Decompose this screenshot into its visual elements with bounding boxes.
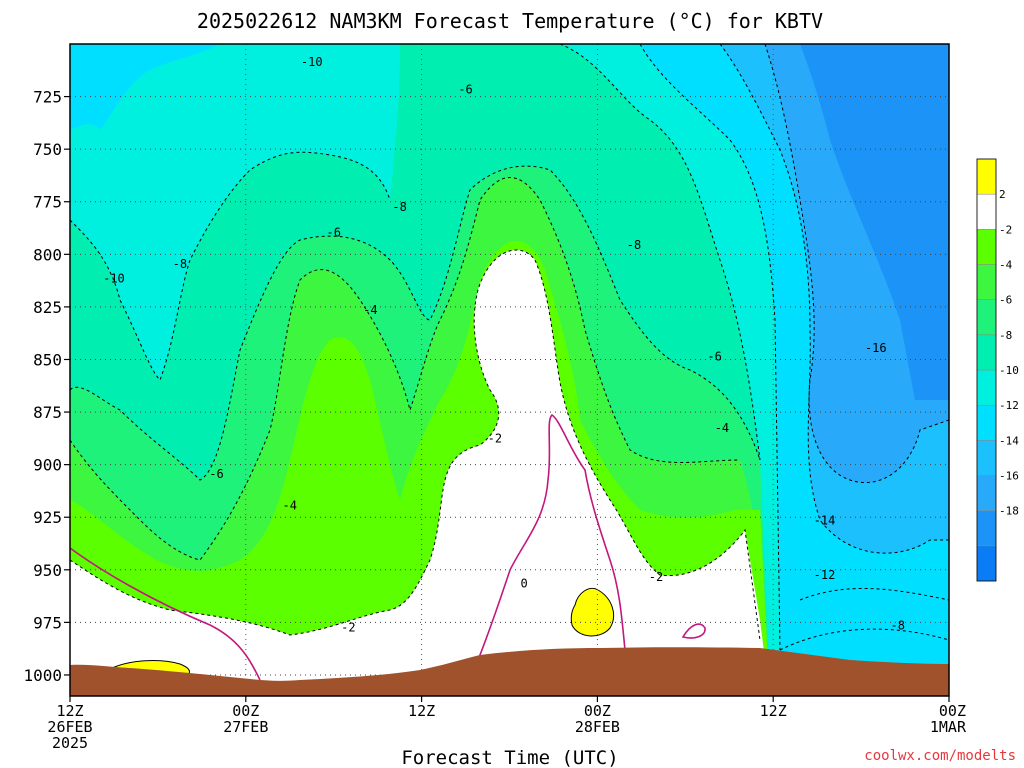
watermark: coolwx.com/modelts bbox=[864, 748, 1016, 764]
isotherm-label: -14 bbox=[814, 513, 836, 527]
y-tick-label: 975 bbox=[33, 613, 62, 632]
legend-label: -14 bbox=[999, 434, 1019, 447]
isotherm-label: -6 bbox=[707, 349, 721, 363]
field-region-minus12-left bbox=[70, 44, 220, 130]
legend-label: -6 bbox=[999, 294, 1012, 307]
field-region-near-zero bbox=[70, 250, 770, 696]
isotherm-label: -10 bbox=[103, 272, 125, 286]
terrain-ground bbox=[70, 647, 949, 696]
field-region-above-2-center bbox=[570, 587, 614, 637]
y-tick-label: 950 bbox=[33, 561, 62, 580]
color-legend: -18 -16 -14 -12 -10 -8 -6 -4 -2 2 bbox=[976, 158, 1019, 582]
legend-label: -16 bbox=[999, 470, 1019, 483]
chart-title: 2025022612 NAM3KM Forecast Temperature (… bbox=[197, 9, 823, 33]
x-tick-label: 00Z bbox=[939, 702, 966, 720]
legend-frame bbox=[976, 158, 997, 582]
y-tick-label: 825 bbox=[33, 298, 62, 317]
field-region-minus18 bbox=[800, 44, 949, 400]
legend-swatch bbox=[976, 158, 997, 195]
isotherm-label: -2 bbox=[649, 570, 663, 584]
legend-label: -8 bbox=[999, 329, 1012, 342]
isotherm-label: -6 bbox=[209, 467, 223, 481]
x-axis-label: Forecast Time (UTC) bbox=[401, 747, 618, 768]
legend-swatch bbox=[976, 193, 997, 230]
legend-swatch bbox=[976, 369, 997, 406]
isotherm-label: -2 bbox=[488, 431, 502, 445]
x-tick-label: 1MAR bbox=[930, 718, 967, 736]
isotherm-label: -4 bbox=[283, 499, 297, 513]
x-tick-label: 2025 bbox=[52, 734, 88, 752]
legend-label: -12 bbox=[999, 399, 1019, 412]
legend-swatch bbox=[976, 334, 997, 371]
y-tick-label: 900 bbox=[33, 456, 62, 475]
legend-swatch bbox=[976, 440, 997, 476]
y-tick-label: 800 bbox=[33, 245, 62, 264]
grid-lines bbox=[70, 44, 949, 696]
y-tick-label: 850 bbox=[33, 350, 62, 369]
isotherm-label: -4 bbox=[715, 421, 729, 435]
legend-swatch bbox=[976, 264, 997, 300]
isotherm-label: -16 bbox=[865, 341, 887, 355]
y-tick-label: 750 bbox=[33, 140, 62, 159]
legend-swatch bbox=[976, 229, 997, 265]
y-tick-label: 725 bbox=[33, 88, 62, 107]
isotherm-label: -8 bbox=[173, 257, 187, 271]
isotherm-label: -10 bbox=[301, 55, 323, 69]
y-axis: 725 750 775 800 825 850 875 900 925 950 975 1000 bbox=[23, 88, 70, 685]
isotherm-label-group: -10 -8 -10 -6 -8 -6 -4 -6 -4 -2 -2 0 -8 -6 -4 -2 -16 -14 -… bbox=[103, 55, 905, 635]
x-tick-label: 26FEB bbox=[47, 718, 92, 736]
x-tick-label: 28FEB bbox=[575, 718, 620, 736]
x-tick-label: 27FEB bbox=[223, 718, 268, 736]
legend-label: 2 bbox=[999, 188, 1006, 201]
freezing-line bbox=[70, 414, 706, 681]
legend-swatch bbox=[976, 299, 997, 336]
legend-swatch bbox=[976, 510, 997, 547]
field-region-minus10-left bbox=[70, 44, 400, 380]
isotherm-label: -6 bbox=[458, 82, 472, 96]
x-tick-label: 00Z bbox=[584, 702, 611, 720]
isotherm-label: -8 bbox=[890, 619, 904, 633]
legend-swatch bbox=[976, 475, 997, 511]
isotherm-label: -8 bbox=[392, 200, 406, 214]
isotherm-label: -4 bbox=[363, 303, 377, 317]
legend-label: -18 bbox=[999, 505, 1019, 518]
y-tick-label: 775 bbox=[33, 193, 62, 212]
x-tick-label: 12Z bbox=[56, 702, 83, 720]
isotherm-label: -12 bbox=[814, 568, 836, 582]
plot-area: -10 -8 -10 -6 -8 -6 -4 -6 -4 -2 -2 0 -8 -6 -4 -2 -16 -14 -… bbox=[70, 44, 949, 696]
legend-swatch bbox=[976, 404, 997, 441]
plot-frame bbox=[69, 43, 950, 697]
isotherm-label: -2 bbox=[341, 621, 355, 635]
isotherm-label: -6 bbox=[326, 225, 340, 239]
legend-label: -2 bbox=[999, 223, 1012, 236]
legend-label: -10 bbox=[999, 364, 1019, 377]
y-tick-label: 1000 bbox=[23, 666, 62, 685]
isotherm-label: 0 bbox=[521, 577, 528, 591]
isotherm-label: -8 bbox=[627, 238, 641, 252]
y-tick-label: 875 bbox=[33, 403, 62, 422]
x-tick-label: 12Z bbox=[408, 702, 435, 720]
y-tick-label: 925 bbox=[33, 508, 62, 527]
legend-swatch bbox=[976, 545, 997, 582]
isotherm-lines bbox=[70, 44, 949, 651]
x-tick-label: 12Z bbox=[760, 702, 787, 720]
x-tick-label: 00Z bbox=[232, 702, 259, 720]
legend-label: -4 bbox=[999, 259, 1013, 272]
